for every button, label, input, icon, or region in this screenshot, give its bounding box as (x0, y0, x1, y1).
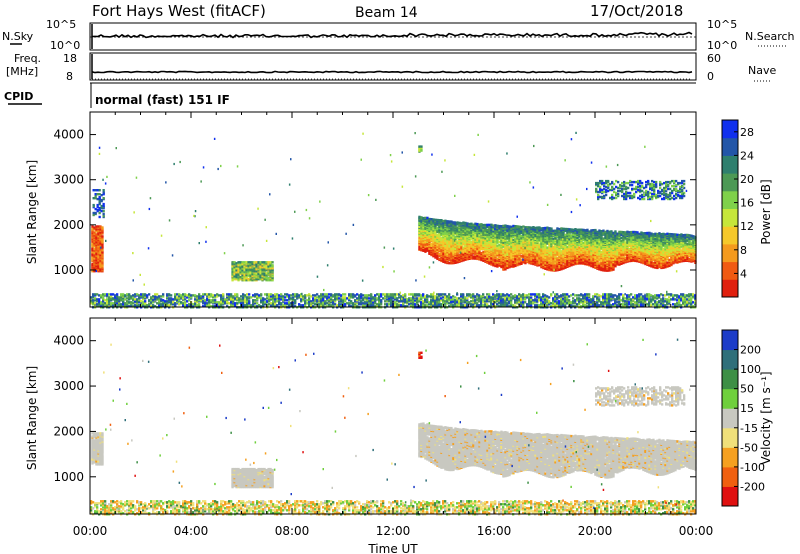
colorbar-tick-label: -15 (740, 422, 758, 435)
colorbar-tick-label: 8 (740, 244, 747, 257)
station-title: Fort Hays West (fitACF) (92, 2, 266, 20)
colorbar-tick-label: -200 (740, 480, 765, 493)
sky-search-panel: N.Sky 10^5 10^0 10^5 10^0 N.Search (2, 18, 795, 52)
nave-tick-low: 0 (707, 70, 714, 83)
colorbar-tick-label: 200 (740, 344, 761, 357)
colorbar-swatch (722, 191, 738, 209)
freq-unit-label: [MHz] (6, 65, 38, 78)
colorbar-tick-label: 12 (740, 220, 754, 233)
cpid-row: CPID normal (fast) 151 IF (4, 83, 696, 108)
x-tick-label: 12:00 (376, 524, 411, 538)
power-y-label: Slant Range [km] (25, 160, 39, 264)
y-tick-label: 3000 (53, 173, 84, 187)
sky-tick-high: 10^5 (46, 18, 76, 31)
colorbar-tick-label: 100 (740, 363, 761, 376)
nave-label: Nave (748, 64, 776, 77)
x-tick-label: 20:00 (578, 524, 613, 538)
y-tick-label: 4000 (53, 334, 84, 348)
power-colorbar: 28 24 20 16 12 8 4 (722, 120, 754, 298)
colorbar-swatch (722, 408, 738, 428)
x-tick-label: 16:00 (477, 524, 512, 538)
colorbar-swatch (722, 120, 738, 138)
colorbar-swatch (722, 155, 738, 173)
freq-label: Freq. (14, 52, 41, 65)
x-tick-label: 08:00 (275, 524, 310, 538)
search-tick-high: 10^5 (707, 18, 737, 31)
colorbar-swatch (722, 279, 738, 297)
colorbar-swatch (722, 330, 738, 350)
n-search-label: N.Search (745, 30, 795, 43)
colorbar-swatch (722, 350, 738, 370)
colorbar-swatch (722, 138, 738, 156)
velocity-panel: 1000 2000 3000 4000 Slant Range [km] (25, 318, 697, 516)
power-panel: 1000 2000 3000 4000 Slant Range [km] (25, 112, 697, 309)
freq-nave-panel: Freq. [MHz] 18 8 60 0 Nave (6, 52, 776, 83)
y-tick-label: 4000 (53, 128, 84, 142)
y-tick-label: 1000 (53, 470, 84, 484)
colorbar-tick-label: 20 (740, 173, 754, 186)
x-tick-label: 04:00 (174, 524, 209, 538)
search-tick-low: 10^0 (707, 39, 737, 52)
x-tick-label: 00:00 (73, 524, 108, 538)
colorbar-tick-label: 28 (740, 126, 754, 139)
n-sky-label: N.Sky (2, 30, 34, 43)
rti-plot-figure: Fort Hays West (fitACF) Beam 14 17/Oct/2… (0, 0, 800, 554)
y-tick-label: 3000 (53, 379, 84, 393)
cpid-value: normal (fast) 151 IF (95, 93, 230, 107)
colorbar-swatch (722, 447, 738, 467)
colorbar-swatch (722, 428, 738, 448)
cpid-label: CPID (4, 90, 33, 103)
time-x-label: Time UT (367, 542, 418, 554)
colorbar-swatch (722, 173, 738, 191)
colorbar-swatch (722, 389, 738, 409)
velocity-colorbar-label: Velocity [m s⁻¹] (759, 371, 773, 464)
date-title: 17/Oct/2018 (590, 2, 683, 20)
velocity-y-label: Slant Range [km] (25, 366, 39, 470)
colorbar-swatch (722, 369, 738, 389)
nave-tick-high: 60 (707, 52, 721, 65)
y-tick-label: 2000 (53, 218, 84, 232)
colorbar-tick-label: 15 (740, 402, 754, 415)
y-tick-label: 2000 (53, 424, 84, 438)
power-colorbar-label: Power [dB] (759, 179, 773, 244)
colorbar-tick-label: 50 (740, 383, 754, 396)
y-tick-label: 1000 (53, 263, 84, 277)
colorbar-tick-label: 4 (740, 267, 747, 280)
colorbar-swatch (722, 244, 738, 262)
colorbar-swatch (722, 262, 738, 280)
x-tick-label: 00:00 (679, 524, 714, 538)
colorbar-tick-label: 16 (740, 197, 754, 210)
colorbar-swatch (722, 467, 738, 487)
colorbar-swatch (722, 226, 738, 244)
freq-tick-low: 8 (66, 70, 73, 83)
colorbar-tick-label: -50 (740, 441, 758, 454)
freq-tick-high: 18 (63, 52, 77, 65)
sky-tick-low: 10^0 (50, 39, 80, 52)
colorbar-swatch (722, 486, 738, 506)
colorbar-tick-label: 24 (740, 149, 754, 162)
colorbar-swatch (722, 209, 738, 227)
beam-title: Beam 14 (355, 5, 418, 21)
